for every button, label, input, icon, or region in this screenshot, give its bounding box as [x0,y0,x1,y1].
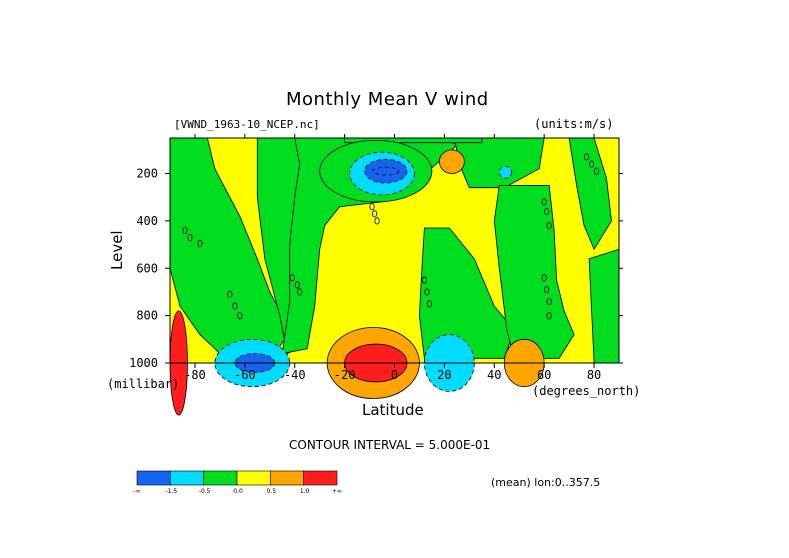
x-tick-label: -80 [184,368,206,382]
dataset-label: [VWND_1963-10_NCEP.nc] [174,118,320,131]
contour-zero-label [374,217,380,225]
contour-interval-label: CONTOUR INTERVAL = 5.000E-01 [289,438,491,452]
contour-zero-label [369,203,375,211]
x-tick-label: -40 [284,368,306,382]
contour-zero-label [588,160,595,168]
colorbar-swatch [236,470,271,486]
x-tick-label: 20 [437,368,451,382]
x-units-label: (degrees_north) [532,384,641,398]
colorbar-swatch [303,470,338,486]
contour-zero-label [197,239,203,247]
x-tick-label: 40 [487,368,501,382]
chart-title: Monthly Mean V wind [286,89,489,110]
contour-zero-label [227,290,233,298]
green-region [493,184,575,359]
contour-zero-label [237,312,243,320]
x-tick-label: -20 [334,368,356,382]
colorbar-tick-label: -1.5 [165,488,177,495]
green-region [418,227,515,359]
y-tick-label: 200 [136,167,158,181]
green-region [568,137,612,251]
colorbar-swatch [136,470,171,486]
contour-zero-label [546,297,552,306]
contour-zero-label [544,285,550,294]
upper-mid-blue [364,158,408,184]
contour-zero-label [593,167,600,175]
contour-zero-label [546,222,552,230]
units-label: (units:m/s) [534,117,614,131]
x-tick-label: 60 [537,368,551,382]
contour-zero-label [232,302,238,310]
contour-zero-label [426,300,433,308]
y-tick-label: 400 [136,214,158,228]
colorbar-swatch [270,470,304,486]
colorbar-tick-label: 0.5 [267,488,277,495]
y-tick-label: 600 [136,261,158,275]
contour-zero-label [546,312,552,320]
colorbar-swatch [170,470,204,486]
y-units-label: (millibar) [107,377,180,391]
contour-zero-label [541,274,547,282]
colorbar-end-label: +∞ [332,488,342,495]
contour-zero-label [294,281,300,289]
contour-zero-label [583,153,590,161]
x-tick-label: 80 [587,368,601,382]
colorbar-swatch [203,470,238,486]
colorbar-end-label: -∞ [133,488,140,495]
contour-zero-label [289,274,295,282]
x-tick-label: -60 [234,368,256,382]
contour-zero-label [187,233,193,242]
contour-zero-label [541,198,547,206]
colorbar-tick-label: 0.0 [233,488,243,495]
contour-zero-label [182,226,188,234]
contour-zero-label [544,207,550,216]
contour-zero-label [424,288,430,296]
y-tick-label: 1000 [129,356,158,370]
contour-zero-label [371,210,378,218]
upper-45n-cyan [498,166,513,179]
colorbar-tick-label: -0.5 [199,488,211,495]
x-tick-label: 0 [391,368,398,382]
mean-label: (mean) lon:0..357.5 [491,476,601,489]
x-axis-label: Latitude [362,401,424,419]
upper-15n-orange [438,149,465,174]
green-region [588,248,620,364]
dashed-contour [372,166,400,176]
y-tick-label: 800 [136,309,158,323]
y-axis-label: Level [108,230,126,270]
contour-zero-label [421,276,428,284]
contour-zero-label [297,288,303,296]
colorbar-tick-label: 1.0 [300,488,310,495]
